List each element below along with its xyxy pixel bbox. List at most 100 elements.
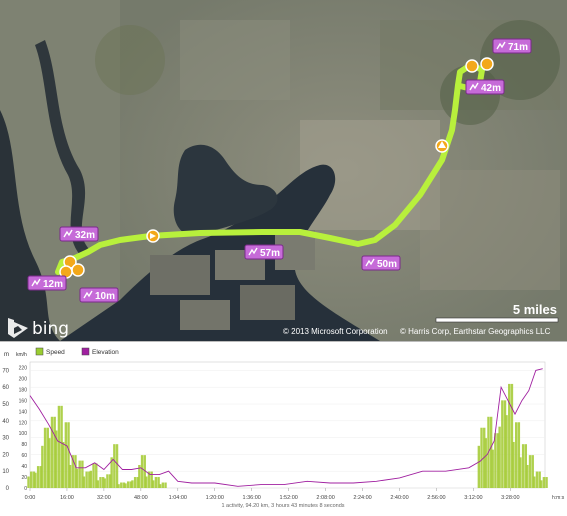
speed-bar xyxy=(503,400,507,488)
speed-bar xyxy=(147,471,151,488)
speed-bar xyxy=(489,416,493,488)
x-tick-label: 1:04:00 xyxy=(169,495,187,501)
map-view[interactable]: 71m 42m 32m 57m 50m 12m 10m bing 5 miles © 201… xyxy=(0,0,567,341)
elevation-marker-label: 71m xyxy=(508,42,528,53)
copyright-text: © 2013 Microsoft Corporation xyxy=(283,327,388,336)
speed-bar xyxy=(517,422,521,488)
speed-bar xyxy=(539,480,543,488)
speed-bar xyxy=(129,481,133,488)
speed-bar xyxy=(143,455,146,488)
legend-label: Elevation xyxy=(92,349,119,356)
speed-bar xyxy=(43,427,47,488)
speed-bar xyxy=(120,482,123,488)
left-tick-label: 70 xyxy=(2,368,9,374)
speed-bar xyxy=(108,474,112,488)
chart-footer: 1 activity, 94.20 km, 3 hours 43 minutes… xyxy=(221,503,344,509)
scale-label: 5 miles xyxy=(513,302,557,317)
speed-bar xyxy=(60,405,63,488)
speed-bar xyxy=(508,383,511,488)
speed-bar xyxy=(501,400,504,488)
activity-pin[interactable] xyxy=(435,139,449,153)
speed-bar xyxy=(512,441,515,488)
elevation-marker[interactable]: 71m xyxy=(492,38,532,54)
right-tick-label: 160 xyxy=(19,398,28,404)
speed-bar xyxy=(158,484,162,488)
speed-bar xyxy=(71,455,74,488)
speed-bar xyxy=(138,464,141,488)
speed-bar xyxy=(67,422,70,488)
speed-bar xyxy=(95,463,98,488)
elevation-marker[interactable]: 42m xyxy=(465,79,505,95)
speed-bar xyxy=(533,476,536,488)
speed-bar xyxy=(514,422,518,488)
speed-bar xyxy=(538,471,541,488)
elevation-icon xyxy=(31,278,41,287)
elevation-marker[interactable]: 50m xyxy=(361,255,401,271)
right-tick-label: 140 xyxy=(19,409,28,415)
credits-text: © Harris Corp, Earthstar Geographics LLC xyxy=(400,327,551,336)
speed-bar xyxy=(126,481,130,488)
x-tick-label: 3:28:00 xyxy=(501,495,519,501)
elevation-marker[interactable]: 12m xyxy=(27,275,67,291)
speed-bar xyxy=(526,464,529,488)
elevation-icon xyxy=(83,290,93,299)
speed-bar xyxy=(78,460,81,488)
speed-bar xyxy=(36,466,40,488)
satellite-map[interactable]: 71m 42m 32m 57m 50m 12m 10m bing 5 miles © 201… xyxy=(0,0,567,341)
bing-logo: bing xyxy=(8,318,69,339)
speed-bar xyxy=(164,482,167,488)
right-tick-label: 200 xyxy=(19,376,28,382)
plot-area[interactable] xyxy=(29,361,546,489)
x-tick-label: 2:40:00 xyxy=(390,495,408,501)
speed-bar xyxy=(110,457,113,488)
elevation-marker[interactable]: 32m xyxy=(59,226,99,242)
elevation-icon xyxy=(469,82,479,91)
x-tick-label: 32:00 xyxy=(97,495,111,501)
activity-pin[interactable] xyxy=(146,229,160,243)
x-tick-label: 2:56:00 xyxy=(427,495,445,501)
x-tick-label: 16:00 xyxy=(60,495,74,501)
activity-pin[interactable] xyxy=(465,57,494,73)
activity-pin[interactable] xyxy=(59,255,85,279)
speed-elevation-chart[interactable]: Speed Elevation m km/h 0 10 20 30 40 50 60 70 0 20 40 6… xyxy=(0,342,567,511)
speed-bar xyxy=(81,460,84,488)
speed-bar xyxy=(85,471,88,488)
elevation-marker[interactable]: 10m xyxy=(79,287,119,303)
speed-bar xyxy=(498,426,501,488)
legend-item[interactable]: Elevation xyxy=(81,347,119,356)
speed-bar xyxy=(75,468,79,488)
speed-bar xyxy=(82,476,86,488)
legend-item[interactable]: Speed xyxy=(35,347,65,356)
speed-bar xyxy=(491,449,494,488)
x-tick-label: 1:36:00 xyxy=(243,495,261,501)
speed-bar xyxy=(117,484,120,488)
speed-bar xyxy=(32,471,36,488)
speed-bar xyxy=(61,441,65,488)
x-tick-label: 2:24:00 xyxy=(353,495,371,501)
left-tick-label: 40 xyxy=(2,419,9,425)
speed-bar xyxy=(96,480,99,488)
left-axis-unit: m xyxy=(4,352,9,358)
speed-bar xyxy=(34,472,37,488)
elevation-marker-label: 12m xyxy=(43,279,63,290)
x-tick-label: 1:20:00 xyxy=(206,495,224,501)
elevation-marker-label: 50m xyxy=(377,259,397,270)
x-axis-unit: h:m:s xyxy=(552,495,565,501)
speed-bar xyxy=(140,455,144,488)
legend-label: Speed xyxy=(46,349,65,356)
right-tick-label: 20 xyxy=(21,475,27,481)
right-tick-label: 220 xyxy=(19,365,28,371)
elevation-marker[interactable]: 57m xyxy=(244,244,284,260)
speed-bar xyxy=(122,482,126,488)
right-tick-label: 100 xyxy=(19,431,28,437)
speed-bar xyxy=(131,480,134,488)
speed-bar xyxy=(48,438,51,488)
speed-bar xyxy=(39,466,43,488)
speed-bar xyxy=(531,455,534,488)
x-tick-label: 48:00 xyxy=(134,495,148,501)
right-tick-label: 180 xyxy=(19,387,28,393)
speed-bar xyxy=(528,455,532,488)
speed-bar xyxy=(519,457,522,488)
speed-bar xyxy=(46,427,49,488)
right-tick-label: 60 xyxy=(21,453,27,459)
